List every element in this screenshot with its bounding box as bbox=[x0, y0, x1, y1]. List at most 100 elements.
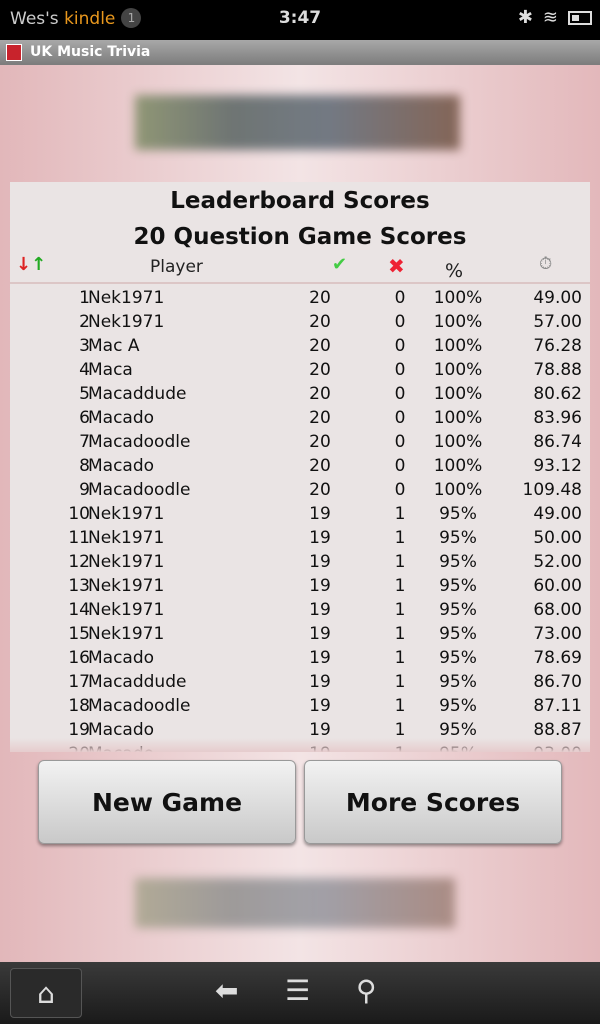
cell-percent: 100% bbox=[433, 312, 483, 332]
cell-time: 83.96 bbox=[533, 408, 582, 428]
cell-correct: 20 bbox=[309, 432, 331, 452]
score-list[interactable]: 1 Nek1971 20 0 100% 49.00 2 Nek1971 20 0 100% 57.00… bbox=[10, 286, 590, 752]
cell-percent: 95% bbox=[439, 648, 477, 668]
check-icon[interactable]: ✔ bbox=[332, 254, 348, 275]
cell-rank: 3 bbox=[79, 336, 90, 356]
notification-badge[interactable]: 1 bbox=[121, 8, 142, 28]
menu-icon[interactable]: ☰ bbox=[285, 974, 311, 1007]
cell-wrong: 0 bbox=[394, 336, 406, 356]
cell-time: 49.00 bbox=[533, 504, 582, 524]
cell-time: 80.62 bbox=[533, 384, 582, 404]
more-scores-button[interactable]: More Scores bbox=[304, 760, 562, 844]
device-brand: kindle bbox=[64, 9, 116, 29]
cell-percent: 95% bbox=[439, 624, 477, 644]
cell-player: Macaddude bbox=[88, 384, 187, 404]
x-icon[interactable]: ✖ bbox=[388, 254, 405, 278]
table-row[interactable]: 4 Maca 20 0 100% 78.88 bbox=[10, 358, 590, 382]
table-row[interactable]: 19 Macado 19 1 95% 88.87 bbox=[10, 718, 590, 742]
cell-player: Macado bbox=[88, 408, 155, 428]
cell-correct: 19 bbox=[309, 528, 331, 548]
cell-wrong: 1 bbox=[394, 528, 406, 548]
cell-percent: 100% bbox=[433, 456, 483, 476]
table-row[interactable]: 7 Macadoodle 20 0 100% 86.74 bbox=[10, 430, 590, 454]
cell-player: Mac A bbox=[88, 336, 140, 356]
cell-correct: 19 bbox=[309, 672, 331, 692]
clock: 3:47 bbox=[278, 8, 322, 28]
cell-player: Nek1971 bbox=[88, 288, 165, 308]
cell-player: Nek1971 bbox=[88, 600, 165, 620]
cell-percent: 100% bbox=[433, 384, 483, 404]
table-row[interactable]: 18 Macadoodle 19 1 95% 87.11 bbox=[10, 694, 590, 718]
cell-time: 88.87 bbox=[533, 720, 582, 740]
cell-rank: 8 bbox=[79, 456, 90, 476]
table-row[interactable]: 17 Macaddude 19 1 95% 86.70 bbox=[10, 670, 590, 694]
table-header: ↓↑ Player ✔ ✖ % ⏱ bbox=[10, 254, 590, 284]
ad-banner-bottom[interactable] bbox=[135, 878, 455, 928]
cell-correct: 19 bbox=[309, 552, 331, 572]
cell-player: Nek1971 bbox=[88, 312, 165, 332]
table-row[interactable]: 16 Macado 19 1 95% 78.69 bbox=[10, 646, 590, 670]
cell-correct: 19 bbox=[309, 696, 331, 716]
table-row[interactable]: 12 Nek1971 19 1 95% 52.00 bbox=[10, 550, 590, 574]
battery-icon bbox=[568, 11, 592, 25]
table-row[interactable]: 1 Nek1971 20 0 100% 49.00 bbox=[10, 286, 590, 310]
sort-arrows-icon[interactable]: ↓↑ bbox=[16, 254, 47, 275]
new-game-button[interactable]: New Game bbox=[38, 760, 296, 844]
cell-player: Maca bbox=[88, 360, 133, 380]
status-bar: Wes's kindle 1 3:47 ✱ ≋ bbox=[0, 0, 600, 40]
cell-wrong: 0 bbox=[394, 432, 406, 452]
table-row[interactable]: 5 Macaddude 20 0 100% 80.62 bbox=[10, 382, 590, 406]
cell-time: 49.00 bbox=[533, 288, 582, 308]
cell-player: Nek1971 bbox=[88, 504, 165, 524]
cell-wrong: 0 bbox=[394, 480, 406, 500]
cell-time: 86.70 bbox=[533, 672, 582, 692]
table-row[interactable]: 3 Mac A 20 0 100% 76.28 bbox=[10, 334, 590, 358]
table-row[interactable]: 6 Macado 20 0 100% 83.96 bbox=[10, 406, 590, 430]
table-row[interactable]: 15 Nek1971 19 1 95% 73.00 bbox=[10, 622, 590, 646]
table-row[interactable]: 13 Nek1971 19 1 95% 60.00 bbox=[10, 574, 590, 598]
cell-wrong: 1 bbox=[394, 696, 406, 716]
ad-banner-top[interactable] bbox=[135, 95, 460, 150]
cell-time: 78.69 bbox=[533, 648, 582, 668]
table-row[interactable]: 14 Nek1971 19 1 95% 68.00 bbox=[10, 598, 590, 622]
gear-icon[interactable]: ✱ bbox=[517, 7, 533, 28]
table-row[interactable]: 2 Nek1971 20 0 100% 57.00 bbox=[10, 310, 590, 334]
cell-player: Macado bbox=[88, 648, 155, 668]
cell-wrong: 1 bbox=[394, 672, 406, 692]
cell-correct: 19 bbox=[309, 624, 331, 644]
cell-time: 50.00 bbox=[533, 528, 582, 548]
cell-time: 87.11 bbox=[533, 696, 582, 716]
cell-time: 76.28 bbox=[533, 336, 582, 356]
player-header[interactable]: Player bbox=[150, 257, 203, 277]
cell-rank: 12 bbox=[68, 552, 90, 572]
cell-percent: 95% bbox=[439, 504, 477, 524]
cell-time: 109.48 bbox=[522, 480, 582, 500]
table-row[interactable]: 10 Nek1971 19 1 95% 49.00 bbox=[10, 502, 590, 526]
cell-percent: 95% bbox=[439, 720, 477, 740]
stopwatch-icon[interactable]: ⏱ bbox=[539, 254, 553, 274]
cell-correct: 20 bbox=[309, 360, 331, 380]
cell-player: Nek1971 bbox=[88, 528, 165, 548]
cell-correct: 19 bbox=[309, 648, 331, 668]
cell-percent: 95% bbox=[439, 552, 477, 572]
leaderboard-title: Leaderboard Scores bbox=[170, 188, 430, 214]
table-row[interactable]: 8 Macado 20 0 100% 93.12 bbox=[10, 454, 590, 478]
cell-time: 78.88 bbox=[533, 360, 582, 380]
cell-time: 60.00 bbox=[533, 576, 582, 596]
cell-wrong: 0 bbox=[394, 456, 406, 476]
cell-player: Macaddude bbox=[88, 672, 187, 692]
table-row[interactable]: 11 Nek1971 19 1 95% 50.00 bbox=[10, 526, 590, 550]
cell-wrong: 1 bbox=[394, 504, 406, 524]
search-icon[interactable]: ⚲ bbox=[356, 974, 377, 1007]
cell-rank: 19 bbox=[68, 720, 90, 740]
cell-wrong: 0 bbox=[394, 384, 406, 404]
home-icon[interactable]: ⌂ bbox=[10, 968, 82, 1018]
cell-rank: 9 bbox=[79, 480, 90, 500]
cell-player: Macado bbox=[88, 720, 155, 740]
table-row[interactable]: 9 Macadoodle 20 0 100% 109.48 bbox=[10, 478, 590, 502]
cell-rank: 16 bbox=[68, 648, 90, 668]
percent-header[interactable]: % bbox=[445, 260, 464, 282]
back-icon[interactable]: ⬅ bbox=[215, 974, 239, 1007]
cell-rank: 2 bbox=[79, 312, 90, 332]
cell-wrong: 0 bbox=[394, 408, 406, 428]
